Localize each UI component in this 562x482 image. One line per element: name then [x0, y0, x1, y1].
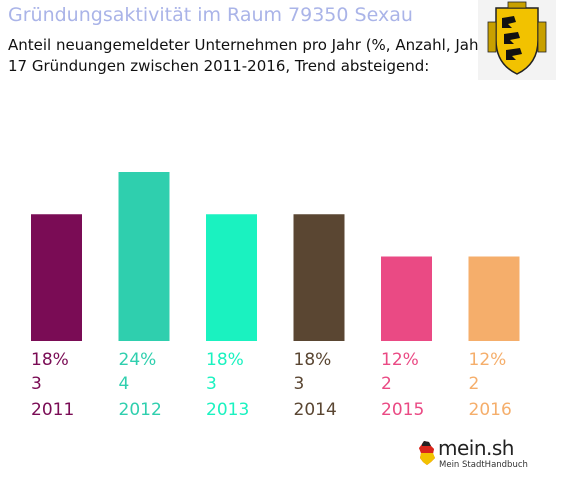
chart-subtitle: Anteil neuangemeldeter Unternehmen pro J… [8, 36, 491, 54]
year-label-2012: 2012 [119, 400, 162, 420]
logo-name: mein.sh [438, 436, 514, 460]
logo-tagline: Mein StadtHandbuch [439, 460, 528, 470]
bar-2013 [206, 214, 257, 341]
germany-map-icon [419, 441, 435, 465]
chart-title: Gründungsaktivität im Raum 79350 Sexau [8, 4, 413, 26]
bar-2014 [293, 214, 345, 341]
count-label-2012: 4 [119, 374, 130, 394]
percent-label-2016: 12% [469, 350, 507, 370]
bar-2012 [118, 172, 170, 341]
year-label-2011: 2011 [31, 400, 74, 420]
year-label-2016: 2016 [469, 400, 512, 420]
count-label-2013: 3 [206, 374, 217, 394]
year-label-2013: 2013 [206, 400, 249, 420]
mein-sh-logo: mein.sh Mein StadtHandbuch [412, 432, 528, 476]
bar-2016 [468, 256, 520, 341]
percent-label-2012: 24% [119, 350, 157, 370]
count-label-2014: 3 [294, 374, 305, 394]
count-label-2015: 2 [381, 374, 392, 394]
bar-2011 [31, 214, 82, 341]
chart-summary: 17 Gründungen zwischen 2011-2016, Trend … [8, 57, 430, 75]
percent-label-2014: 18% [294, 350, 332, 370]
percent-label-2011: 18% [31, 350, 69, 370]
year-label-2014: 2014 [294, 400, 337, 420]
bar-2015 [381, 256, 432, 341]
percent-label-2015: 12% [381, 350, 419, 370]
coat-of-arms-icon [478, 0, 556, 80]
year-label-2015: 2015 [381, 400, 424, 420]
count-label-2011: 3 [31, 374, 42, 394]
count-label-2016: 2 [469, 374, 480, 394]
percent-label-2013: 18% [206, 350, 244, 370]
